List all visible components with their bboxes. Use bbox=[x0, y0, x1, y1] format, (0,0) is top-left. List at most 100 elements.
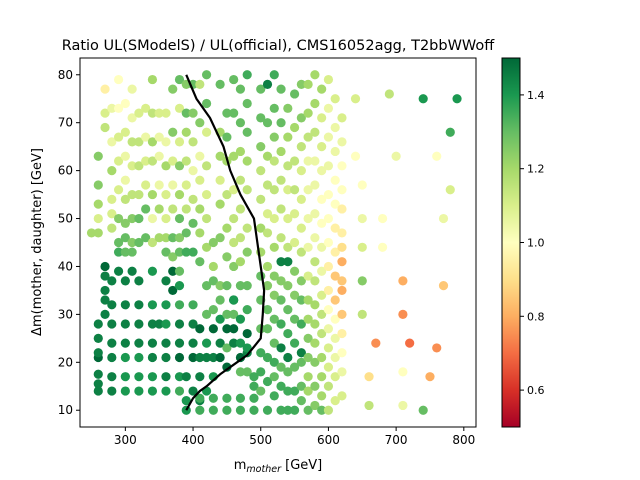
data-point bbox=[107, 372, 117, 382]
data-point bbox=[256, 113, 266, 123]
data-point bbox=[188, 338, 198, 348]
data-point bbox=[432, 343, 442, 353]
data-point bbox=[289, 122, 300, 133]
data-point bbox=[438, 213, 449, 224]
data-point bbox=[168, 127, 178, 137]
y-axis: 10 20 30 40 50 60 70 80 bbox=[58, 68, 80, 417]
data-point bbox=[276, 319, 286, 329]
data-point bbox=[168, 233, 178, 243]
data-point bbox=[154, 319, 164, 329]
data-point bbox=[310, 127, 320, 137]
data-point bbox=[269, 372, 279, 382]
data-point bbox=[283, 405, 293, 415]
data-point bbox=[357, 309, 367, 319]
data-point bbox=[296, 166, 306, 176]
data-point bbox=[107, 137, 117, 147]
data-point bbox=[188, 137, 198, 147]
data-point bbox=[405, 338, 415, 348]
data-point bbox=[310, 156, 320, 166]
data-point bbox=[445, 127, 455, 137]
data-point bbox=[330, 94, 340, 104]
data-point bbox=[154, 233, 164, 243]
data-point bbox=[161, 276, 171, 286]
data-point bbox=[100, 122, 110, 133]
data-point bbox=[249, 372, 259, 382]
data-point bbox=[242, 328, 252, 339]
data-point bbox=[100, 295, 110, 305]
data-point bbox=[337, 113, 347, 123]
data-point bbox=[269, 357, 279, 367]
data-point bbox=[317, 372, 327, 382]
x-axis: 300 400 500 600 700 800 bbox=[114, 427, 475, 447]
data-point bbox=[174, 300, 185, 310]
data-point bbox=[262, 324, 273, 334]
data-point bbox=[269, 290, 279, 300]
data-point bbox=[168, 180, 178, 190]
data-point bbox=[296, 295, 306, 305]
data-point bbox=[289, 338, 300, 348]
data-point bbox=[323, 74, 334, 85]
data-point bbox=[201, 352, 212, 363]
y-tick-label: 30 bbox=[58, 307, 73, 321]
data-point bbox=[222, 281, 232, 291]
y-axis-label: Δm(mother, daughter) [GeV] bbox=[30, 148, 45, 336]
data-point bbox=[242, 98, 252, 109]
data-point bbox=[303, 108, 313, 118]
data-point bbox=[215, 281, 225, 291]
data-point bbox=[296, 223, 306, 233]
data-point bbox=[242, 156, 252, 166]
data-point bbox=[262, 261, 273, 272]
data-point bbox=[398, 309, 408, 319]
data-point bbox=[147, 74, 158, 85]
data-point bbox=[222, 223, 232, 233]
data-point bbox=[168, 252, 178, 262]
data-point bbox=[93, 333, 103, 343]
data-point bbox=[371, 338, 381, 348]
x-axis-label-sub: mother bbox=[246, 464, 282, 475]
data-point bbox=[330, 199, 340, 209]
data-point bbox=[161, 319, 171, 329]
data-point bbox=[276, 276, 286, 286]
data-point bbox=[222, 252, 232, 262]
data-point bbox=[337, 185, 347, 195]
y-tick-label: 20 bbox=[58, 355, 73, 369]
data-point bbox=[317, 218, 327, 228]
data-point bbox=[215, 199, 225, 209]
data-point bbox=[174, 103, 185, 113]
data-point bbox=[242, 247, 252, 257]
data-point bbox=[201, 281, 212, 291]
data-point bbox=[337, 228, 347, 238]
data-point bbox=[310, 338, 320, 348]
data-point bbox=[201, 338, 212, 348]
data-point bbox=[161, 338, 171, 348]
data-point bbox=[303, 132, 313, 142]
data-point bbox=[283, 103, 293, 113]
data-point bbox=[147, 137, 158, 147]
data-point bbox=[154, 132, 164, 142]
data-point bbox=[262, 376, 273, 387]
colorbar-tick-label: 1.2 bbox=[527, 163, 545, 176]
data-point bbox=[364, 372, 374, 382]
data-point bbox=[330, 146, 340, 157]
data-point bbox=[377, 213, 388, 224]
data-point bbox=[174, 372, 185, 382]
data-point bbox=[100, 309, 110, 319]
data-point bbox=[222, 405, 232, 415]
data-point bbox=[215, 352, 225, 363]
x-axis-label-main: m bbox=[234, 458, 247, 473]
data-point bbox=[330, 295, 340, 305]
data-point bbox=[107, 338, 117, 348]
data-point bbox=[120, 247, 130, 257]
data-point bbox=[147, 266, 158, 276]
data-point bbox=[310, 400, 320, 411]
data-point bbox=[161, 247, 171, 257]
data-point bbox=[296, 357, 306, 367]
data-point bbox=[181, 372, 191, 382]
data-point bbox=[269, 314, 279, 324]
data-point bbox=[154, 151, 164, 161]
data-point bbox=[147, 156, 158, 166]
data-point bbox=[208, 324, 218, 334]
data-point bbox=[283, 386, 293, 396]
data-point bbox=[337, 257, 347, 267]
data-point bbox=[283, 328, 293, 339]
